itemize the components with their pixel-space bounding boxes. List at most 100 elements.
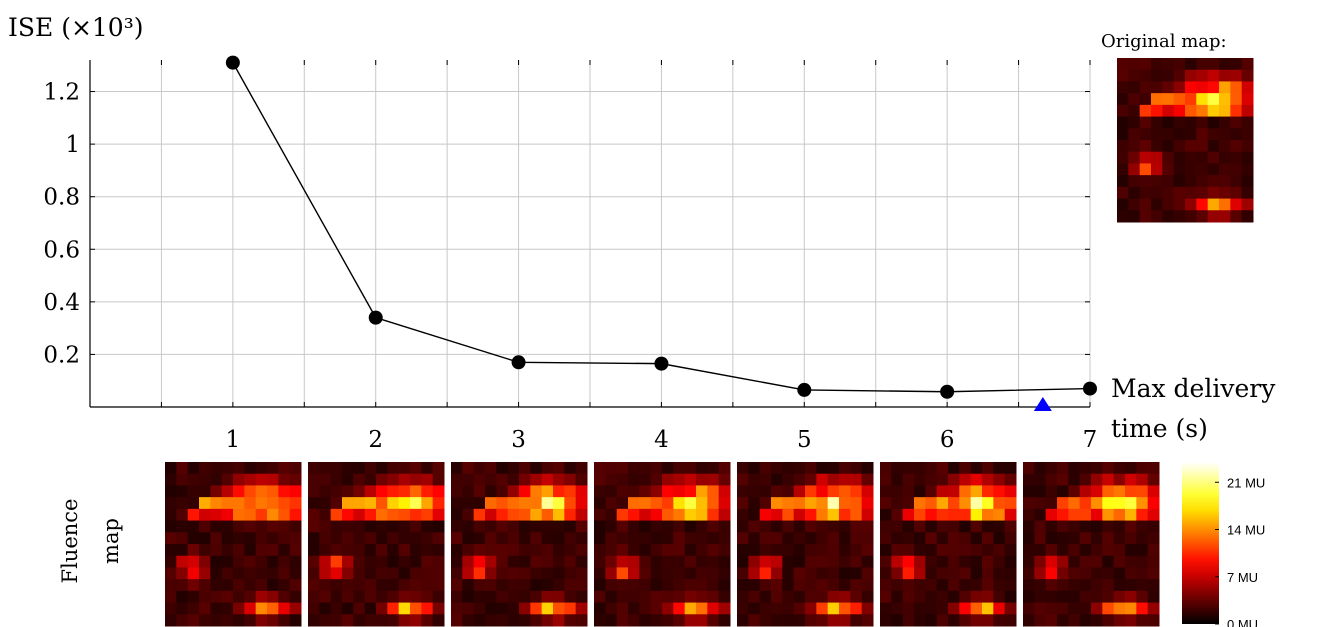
fluence-cell [1023,590,1035,604]
fluence-cell [827,497,840,510]
fluence-cell [364,544,377,557]
fluence-cell [387,579,400,592]
fluence-cell [1196,198,1209,211]
fluence-cell [839,520,851,533]
fluence-cell [793,544,806,557]
fluence-cell [628,579,640,592]
fluence-cell [759,555,772,568]
fluence-cell [1091,602,1103,615]
fluence-cell [616,555,629,568]
fluence-cell [605,614,618,627]
fluence-cell [1136,462,1149,475]
fluence-cell [289,532,302,545]
fluence-cell [793,579,806,592]
fluence-cell [289,567,302,580]
fluence-cell [639,544,652,557]
fluence-cell [165,473,177,486]
fluence-cell [970,508,983,522]
fluence-cell [1230,175,1243,188]
fluence-cell [387,485,400,498]
x-tick-label: 1 [226,427,241,453]
fluence-cell [462,473,475,486]
fluence-cell [210,485,223,498]
fluence-cell [936,614,949,627]
fluence-cell [696,508,708,522]
fluence-cell [880,555,892,568]
fluence-cell [673,497,686,510]
fluence-cell [902,520,915,533]
fluence-cell [948,590,960,604]
fluence-cell [959,602,972,615]
fluence-cell [233,590,245,604]
fluence-cell [616,462,629,475]
fluence-cell [707,614,720,627]
fluence-cell [771,497,783,510]
fluence-cell [970,602,983,615]
fluence-cell [805,485,817,498]
fluence-cell [880,520,892,533]
fluence-cell [342,497,354,510]
fluence-cell [1230,140,1243,153]
fluence-cell [387,614,400,627]
fluence-cell [805,567,817,580]
fluence-cell [782,462,795,475]
fluence-cell [289,497,302,510]
fluence-cell [782,579,795,592]
fluence-cell [1117,198,1129,211]
fluence-cell [330,602,343,615]
fluence-cell [507,520,520,533]
fluence-cell [684,602,697,615]
fluence-cell [718,462,731,475]
fluence-cell [187,590,200,604]
fluence-cell [1136,544,1149,557]
fluence-cell [737,462,749,475]
fluence-cell [970,485,983,498]
fluence-cell [616,520,629,533]
fluence-cell [737,590,749,604]
fluence-cell [319,555,332,568]
fluence-cell [233,602,245,615]
fluence-cell [278,544,291,557]
fluence-cell [827,590,840,604]
fluence-cell [1173,175,1186,188]
fluence-cell [782,602,795,615]
fluence-cell [1207,58,1220,71]
fluence-cell [575,590,588,604]
fluence-cell [771,508,783,522]
fluence-cell [1068,544,1081,557]
fluence-cell [970,520,983,533]
fluence-cell [1151,93,1163,106]
fluence-cell [564,614,577,627]
fluence-cell [982,579,994,592]
fluence-cell [1230,81,1243,94]
fluence-cell [473,532,486,545]
fluence-cell [662,520,674,533]
fluence-cell [1004,602,1017,615]
fluence-cell [1004,497,1017,510]
fluence-cell [707,485,720,498]
fluence-cell [330,590,343,604]
fluence-cell [650,520,663,533]
fluence-cell [982,567,994,580]
fluence-cell [902,508,915,522]
fluence-cell [410,602,422,615]
fluence-cell [684,485,697,498]
fluence-cell [451,567,463,580]
fluence-cell [330,532,343,545]
fluence-cell [639,462,652,475]
fluence-cell [255,544,268,557]
fluence-cell [1045,520,1058,533]
fluence-cell [793,590,806,604]
fluence-cell [605,520,618,533]
fluence-cell [594,462,606,475]
fluence-cell [816,579,829,592]
fluence-cell [1034,520,1047,533]
fluence-cell [553,544,565,557]
fluence-cell [707,567,720,580]
fluence-cell [308,497,320,510]
fluence-cell [564,473,577,486]
fluence-cell [748,497,761,510]
fluence-cell [914,532,926,545]
fluence-cell [575,614,588,627]
fluence-cell [1136,532,1149,545]
